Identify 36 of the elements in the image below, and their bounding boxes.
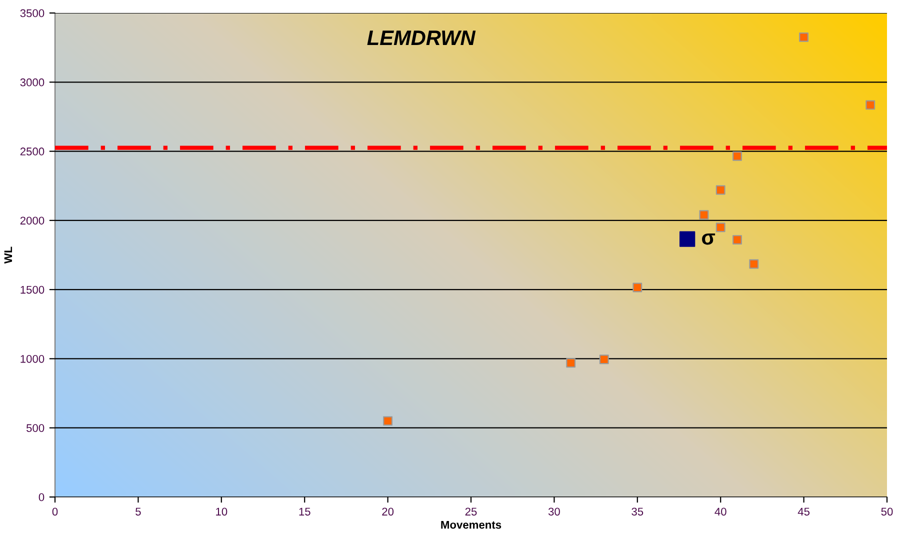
x-tick-label: 30 bbox=[548, 508, 560, 516]
point bbox=[716, 222, 726, 232]
x-tick-label: 50 bbox=[881, 508, 893, 516]
x-tick-label: 5 bbox=[136, 508, 141, 516]
y-tick-label: 2000 bbox=[20, 216, 44, 225]
series-label: σ bbox=[702, 233, 716, 245]
point bbox=[566, 358, 576, 368]
x-tick-label: 35 bbox=[632, 508, 644, 516]
y-tick-label: 2500 bbox=[20, 148, 44, 156]
point bbox=[599, 354, 609, 364]
y-tick-label: 1500 bbox=[20, 286, 44, 294]
x-tick-label: 25 bbox=[465, 508, 477, 516]
point bbox=[749, 259, 759, 269]
x-tick-label: 0 bbox=[52, 508, 58, 516]
point bbox=[732, 151, 742, 161]
y-tick-label: 0 bbox=[38, 493, 44, 502]
text: LEMDRWN bbox=[367, 30, 476, 46]
y-tick-label: 1000 bbox=[20, 354, 44, 363]
point bbox=[799, 32, 809, 42]
point bbox=[679, 231, 696, 247]
x-tick-label: 15 bbox=[299, 508, 310, 516]
x-tick-label: 20 bbox=[382, 508, 394, 516]
x-tick-label: 10 bbox=[216, 508, 228, 516]
y-tick-label: 3000 bbox=[20, 78, 44, 86]
x-axis-title: Movements bbox=[441, 520, 502, 529]
point bbox=[632, 282, 642, 292]
x-tick-label: 45 bbox=[798, 508, 810, 516]
point bbox=[866, 100, 876, 110]
point bbox=[699, 210, 709, 220]
point bbox=[716, 185, 726, 195]
x-tick-label: 40 bbox=[714, 508, 726, 516]
point bbox=[732, 235, 742, 245]
y-tick-label: 500 bbox=[26, 424, 44, 432]
point bbox=[383, 416, 393, 426]
y-axis-title: WL bbox=[4, 246, 12, 264]
y-tick-label: 3500 bbox=[20, 9, 44, 18]
